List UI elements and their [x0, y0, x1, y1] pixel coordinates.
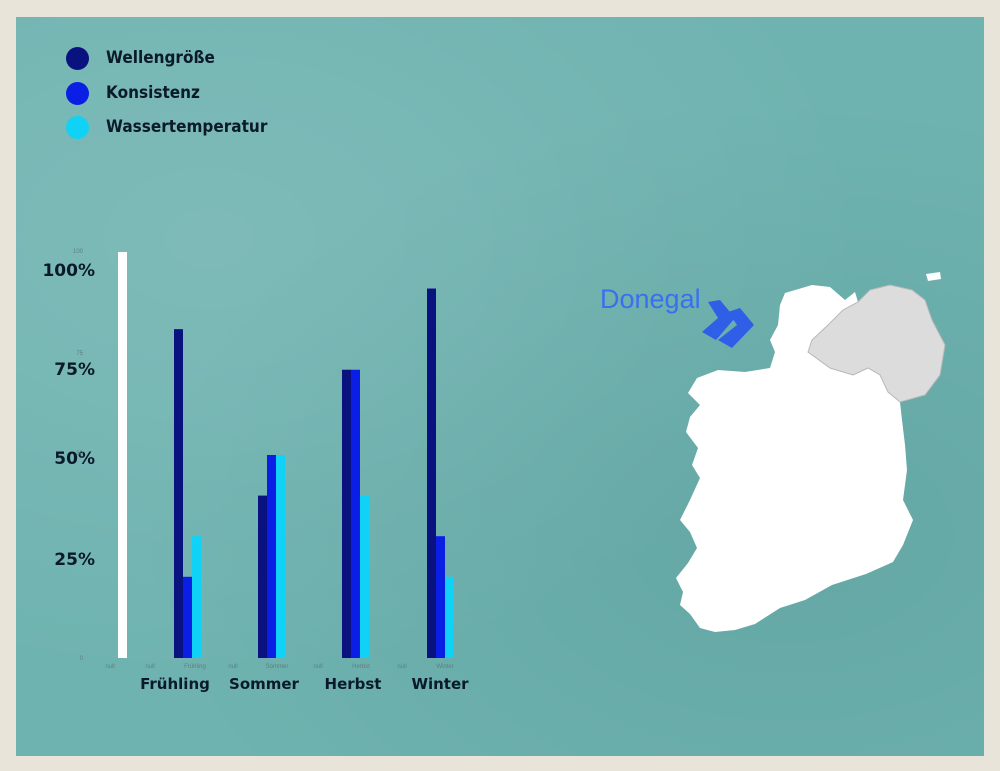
small-x-label: Frühling — [184, 664, 206, 670]
legend-swatch — [66, 82, 89, 105]
y-tick-label: 25% — [54, 550, 95, 570]
bar — [360, 495, 369, 658]
rathlin-island — [926, 272, 941, 281]
small-x-label: null — [397, 664, 406, 670]
small-x-label: null — [313, 664, 322, 670]
chevron-right-icon — [702, 300, 735, 340]
bar — [342, 369, 351, 658]
small-x-label: Sommer — [266, 664, 289, 670]
bar — [427, 288, 436, 658]
y-tick-label: 75% — [54, 360, 95, 380]
donegal-label: Donegal — [600, 284, 701, 314]
bar — [174, 329, 183, 658]
small-tick-label: 50 — [76, 451, 83, 457]
legend-label: Konsistenz — [106, 83, 200, 103]
small-x-label: null — [145, 664, 154, 670]
reference-bar — [118, 252, 127, 658]
x-category-label: Frühling — [140, 675, 210, 693]
bar — [192, 536, 201, 658]
small-tick-label: 100 — [73, 249, 84, 255]
small-tick-label: 0 — [80, 656, 84, 662]
bar — [276, 455, 285, 658]
bar — [183, 576, 192, 658]
legend-label: Wellengröße — [106, 48, 215, 68]
bar — [445, 576, 454, 658]
x-category-label: Sommer — [229, 675, 300, 693]
x-category-label: Herbst — [325, 675, 382, 693]
legend-swatch — [66, 47, 89, 70]
x-category-label: Winter — [411, 675, 469, 693]
legend-label: Wassertemperatur — [106, 117, 268, 137]
legend-swatch — [66, 116, 89, 139]
bar — [436, 536, 445, 658]
small-x-label: null — [105, 664, 114, 670]
y-tick-label: 50% — [54, 449, 95, 469]
bar — [258, 495, 267, 658]
donegal-arrow-icon — [702, 300, 754, 348]
chevron-right-icon — [718, 308, 754, 348]
bar — [267, 455, 276, 658]
small-x-label: Herbst — [352, 664, 370, 670]
ireland-landmass — [676, 285, 913, 632]
small-x-label: Winter — [436, 664, 453, 670]
bar — [351, 369, 360, 658]
northern-ireland-landmass — [807, 284, 946, 403]
y-tick-label: 100% — [42, 261, 95, 281]
small-tick-label: 75 — [76, 351, 83, 357]
small-x-label: null — [228, 664, 237, 670]
